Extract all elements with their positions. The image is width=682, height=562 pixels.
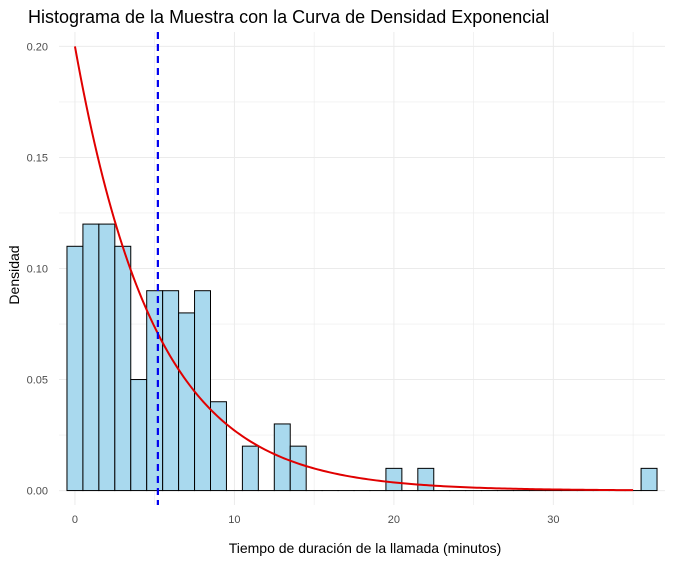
y-tick-label: 0.15 <box>27 152 48 164</box>
x-tick-label: 0 <box>72 514 78 526</box>
histogram-bar <box>178 312 196 492</box>
histogram-bar <box>417 467 435 492</box>
y-tick-label: 0.00 <box>27 486 48 498</box>
chart-title: Histograma de la Muestra con la Curva de… <box>28 7 549 27</box>
histogram-bar <box>98 223 116 492</box>
x-axis-title: Tiempo de duración de la llamada (minuto… <box>229 540 502 556</box>
density-curve-group <box>73 46 634 492</box>
density-curve <box>73 46 634 492</box>
y-tick-label: 0.20 <box>27 41 48 53</box>
y-tick-label: 0.05 <box>27 375 48 387</box>
x-tick-label: 10 <box>228 514 240 526</box>
histogram-bar <box>385 467 403 492</box>
y-tick-label: 0.10 <box>27 264 48 276</box>
histogram-bar <box>114 245 132 492</box>
histogram-bar <box>210 401 227 492</box>
histogram-bar <box>194 290 211 492</box>
histogram-bars <box>66 223 658 492</box>
x-tick-label: 20 <box>388 514 400 526</box>
y-axis-title: Densidad <box>6 245 22 304</box>
histogram-bar <box>66 245 84 492</box>
histogram-bar <box>640 467 658 492</box>
histogram-bar <box>162 290 180 492</box>
histogram-bar <box>146 290 164 492</box>
x-tick-label: 30 <box>547 514 559 526</box>
histogram-bar <box>82 223 100 492</box>
histogram-bar <box>130 379 148 492</box>
histogram-bar <box>241 445 259 492</box>
x-axis-ticks: 0 10 20 30 <box>72 514 560 526</box>
y-axis-ticks: 0.00 0.05 0.10 0.15 0.20 <box>27 41 48 497</box>
histogram-bar <box>289 445 307 492</box>
